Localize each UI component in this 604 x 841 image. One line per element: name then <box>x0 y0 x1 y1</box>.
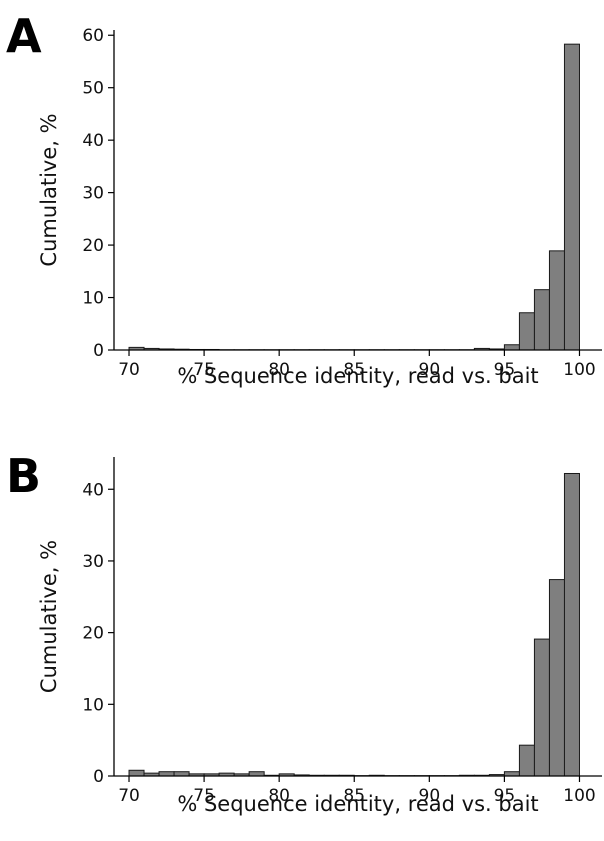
bar-a <box>503 344 520 351</box>
y-tick-label-b: 20 <box>82 624 104 644</box>
x-tick-label-a: 70 <box>118 360 140 380</box>
bars-b <box>128 472 580 777</box>
y-tick-label-b: 10 <box>82 695 104 715</box>
bar-b <box>548 579 565 777</box>
bar-b <box>563 472 580 777</box>
x-tick-label-b: 90 <box>419 786 441 806</box>
x-tick-label-a: 85 <box>343 360 365 380</box>
y-tick-label-a: 0 <box>93 341 104 361</box>
y-tick-label-a: 30 <box>82 184 104 204</box>
x-tick-label-b: 70 <box>118 786 140 806</box>
panel-b: B 70 75 80 85 90 95 100 0 10 20 30 40 % Sequence i… <box>6 449 602 816</box>
bar-a <box>548 250 565 351</box>
x-tick-label-a: 75 <box>193 360 215 380</box>
y-tick-label-b: 40 <box>82 480 104 500</box>
y-axis-title-a: Cumulative, % <box>37 113 61 266</box>
x-axis-title-b: % Sequence identity, read vs. bait <box>177 792 538 816</box>
x-tick-label-b: 95 <box>494 786 516 806</box>
y-tick-label-a: 50 <box>82 79 104 99</box>
y-ticks-a: 0 10 20 30 40 50 60 <box>82 26 114 361</box>
x-tick-label-b: 85 <box>343 786 365 806</box>
x-tick-label-a: 80 <box>268 360 290 380</box>
y-tick-label-a: 10 <box>82 289 104 309</box>
x-tick-label-b: 80 <box>268 786 290 806</box>
panel-label-b: B <box>6 449 41 503</box>
x-tick-label-a: 90 <box>419 360 441 380</box>
axes-a <box>113 30 602 351</box>
x-ticks-b: 70 75 80 85 90 95 100 <box>118 776 596 806</box>
panel-label-a: A <box>6 9 42 63</box>
y-tick-label-a: 40 <box>82 131 104 151</box>
x-tick-label-b: 75 <box>193 786 215 806</box>
x-axis-title-a: % Sequence identity, read vs. bait <box>177 364 538 388</box>
x-tick-label-b: 100 <box>563 786 595 806</box>
bar-a <box>533 289 550 351</box>
x-tick-label-a: 95 <box>494 360 516 380</box>
y-tick-label-b: 0 <box>93 767 104 787</box>
bar-a <box>563 43 580 351</box>
y-ticks-b: 0 10 20 30 40 <box>82 480 114 787</box>
y-tick-label-a: 60 <box>82 26 104 46</box>
x-ticks-a: 70 75 80 85 90 95 100 <box>118 350 596 380</box>
panel-a: A 70 75 80 85 90 95 100 0 10 20 30 40 50 60 % Sequen… <box>6 9 602 388</box>
y-axis-title-b: Cumulative, % <box>37 540 61 693</box>
bar-b <box>128 769 145 777</box>
bars-a <box>128 43 580 351</box>
y-tick-label-a: 20 <box>82 236 104 256</box>
y-tick-label-b: 30 <box>82 552 104 572</box>
bar-a <box>518 312 535 351</box>
bar-b <box>533 638 550 777</box>
axes-b <box>113 457 602 777</box>
bar-b <box>518 744 535 777</box>
x-tick-label-a: 100 <box>563 360 595 380</box>
